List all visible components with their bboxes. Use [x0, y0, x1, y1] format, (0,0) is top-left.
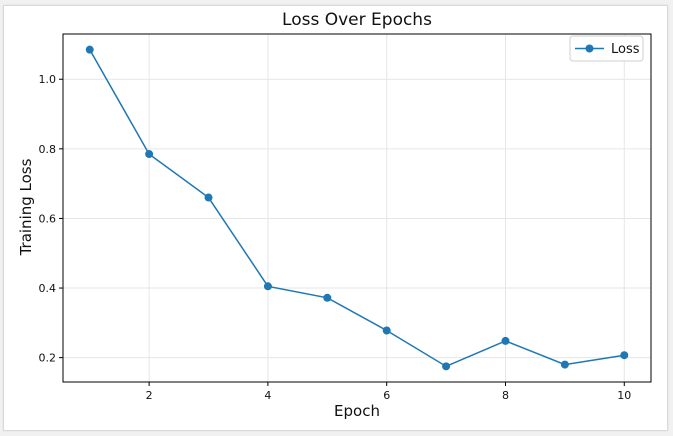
x-tick-label: 8 [502, 389, 509, 402]
chart-title: Loss Over Epochs [282, 10, 432, 30]
loss-point [382, 326, 391, 335]
x-axis-label: Epoch [334, 402, 380, 420]
loss-series-line [89, 49, 625, 368]
x-tick-label: 4 [264, 389, 271, 402]
y-axis-ticks: 0.2 0.4 0.6 0.8 1.0 [39, 73, 63, 365]
plot-area-frame [62, 33, 652, 383]
loss-point [442, 362, 451, 371]
legend-label: Loss [611, 42, 640, 57]
legend-marker [585, 44, 594, 53]
x-tick-label: 6 [383, 389, 390, 402]
loss-series-points [85, 45, 629, 371]
y-tick-label: 1.0 [39, 73, 57, 86]
loss-point [620, 351, 629, 360]
x-tick-label: 10 [617, 389, 631, 402]
grid-layer [63, 34, 651, 382]
x-tick-label: 2 [146, 389, 153, 402]
y-tick-label: 0.2 [39, 352, 57, 365]
loss-point [85, 45, 94, 54]
y-tick-label: 0.6 [39, 212, 57, 225]
loss-point [560, 360, 569, 369]
y-tick-label: 0.8 [39, 143, 57, 156]
loss-point [501, 336, 510, 345]
legend: Loss [569, 35, 644, 62]
legend-box [569, 35, 644, 62]
loss-point [204, 193, 213, 202]
y-axis-label: Training Loss [17, 158, 35, 256]
y-tick-label: 0.4 [39, 282, 57, 295]
loss-point [263, 282, 272, 291]
loss-point [145, 150, 154, 159]
x-axis-ticks: 2 4 6 8 10 [146, 382, 631, 402]
loss-point [323, 293, 332, 302]
